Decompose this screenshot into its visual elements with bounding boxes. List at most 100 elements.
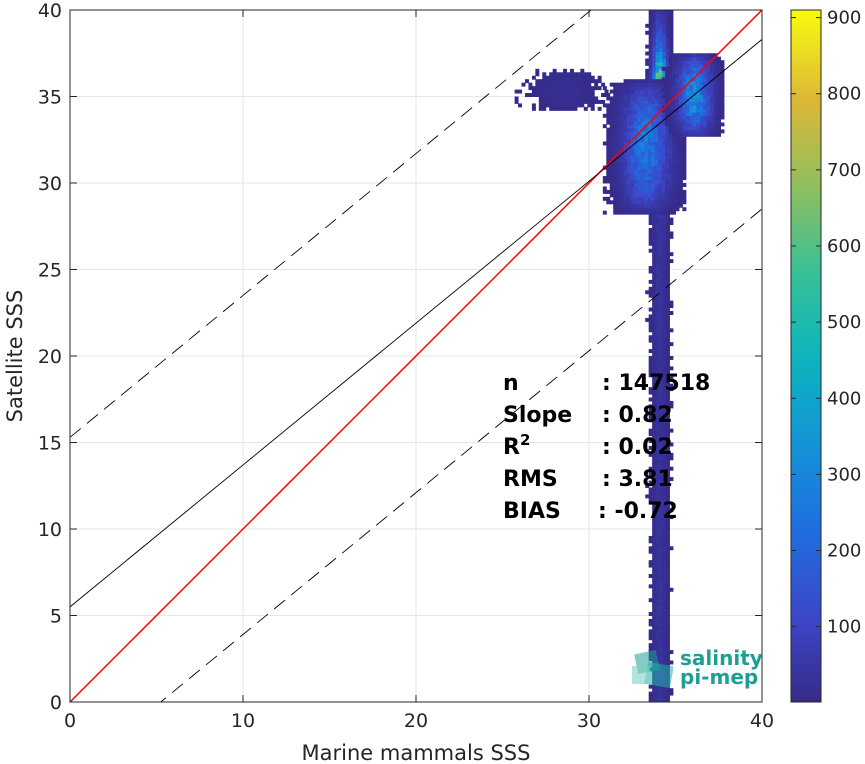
density-cell	[678, 179, 683, 184]
density-cell	[675, 94, 680, 99]
density-cell	[696, 84, 701, 89]
density-cell	[655, 695, 660, 700]
density-cell	[661, 169, 666, 174]
density-cell	[678, 183, 683, 187]
density-cell	[659, 439, 664, 443]
density-cell	[659, 214, 664, 219]
density-cell	[563, 93, 568, 97]
density-cell	[576, 86, 581, 91]
density-cell	[556, 79, 561, 84]
density-cell	[616, 165, 621, 170]
density-cell	[651, 124, 656, 129]
density-cell	[640, 186, 645, 191]
density-cell	[669, 691, 674, 696]
density-cell	[627, 127, 632, 132]
density-cell	[556, 72, 561, 77]
density-cell	[552, 86, 557, 91]
density-cell	[658, 200, 663, 205]
density-cell	[590, 93, 595, 97]
density-cell	[654, 103, 659, 108]
density-cell	[633, 158, 638, 163]
density-cell	[609, 162, 614, 167]
density-cell	[685, 125, 690, 130]
density-cell	[655, 601, 660, 606]
density-cell	[661, 94, 666, 99]
density-cell	[675, 60, 680, 65]
density-cell	[620, 172, 625, 177]
density-cell	[662, 487, 667, 492]
density-cell	[720, 122, 725, 127]
density-cell	[665, 494, 670, 499]
density-cell	[637, 193, 642, 198]
density-cell	[699, 74, 704, 78]
density-cell	[713, 132, 718, 137]
density-cell	[668, 158, 673, 163]
density-cell	[627, 176, 632, 181]
density-cell	[576, 96, 581, 101]
density-cell	[665, 504, 670, 509]
density-cell	[678, 155, 683, 160]
density-cell	[665, 698, 670, 702]
density-cell	[659, 532, 664, 537]
density-cell	[587, 96, 592, 101]
density-cell	[637, 179, 642, 184]
density-cell	[662, 522, 667, 527]
density-cell	[652, 418, 657, 423]
density-cell	[665, 138, 670, 142]
density-cell	[648, 317, 653, 322]
density-cell	[672, 70, 676, 75]
density-cell	[654, 151, 659, 156]
density-cell	[665, 352, 670, 357]
density-cell	[665, 508, 670, 513]
density-cell	[655, 338, 660, 343]
density-cell	[651, 186, 656, 191]
density-cell	[658, 79, 663, 84]
density-cell	[613, 210, 618, 215]
density-cell	[659, 231, 664, 236]
density-cell	[597, 79, 602, 84]
density-cell	[668, 105, 673, 110]
density-cell	[665, 414, 670, 419]
density-cell	[685, 112, 690, 117]
density-cell	[682, 144, 687, 149]
density-cell	[542, 106, 547, 111]
density-cell	[665, 598, 670, 603]
density-cell	[659, 542, 664, 547]
density-cell	[652, 366, 657, 371]
density-cell	[531, 75, 536, 80]
density-cell	[652, 293, 657, 298]
density-cell	[604, 89, 609, 94]
density-cell	[655, 20, 660, 25]
stat-value: : 0.82	[602, 403, 673, 428]
density-cell	[692, 67, 697, 72]
density-cell	[696, 118, 701, 123]
density-cell	[665, 227, 670, 232]
density-cell	[655, 380, 660, 385]
density-cell	[651, 210, 656, 215]
density-cell	[659, 259, 664, 264]
density-cell	[685, 87, 690, 92]
density-cell	[665, 452, 670, 457]
density-cell	[717, 67, 721, 72]
density-cell	[573, 75, 578, 80]
density-cell	[658, 176, 663, 181]
density-cell	[662, 501, 667, 506]
density-cell	[652, 338, 657, 343]
density-cell	[658, 82, 663, 87]
density-cell	[576, 72, 581, 77]
density-cell	[647, 176, 652, 181]
density-cell	[662, 632, 667, 637]
density-cell	[616, 106, 621, 111]
density-cell	[662, 10, 667, 14]
density-cell	[637, 86, 642, 91]
density-cell	[651, 158, 656, 163]
density-cell	[661, 77, 666, 82]
density-cell	[662, 459, 667, 464]
density-cell	[678, 112, 683, 117]
density-cell	[689, 70, 694, 75]
density-cell	[569, 79, 574, 84]
density-cell	[678, 91, 683, 96]
density-cell	[658, 141, 663, 146]
density-cell	[696, 98, 701, 103]
density-cell	[652, 470, 657, 475]
